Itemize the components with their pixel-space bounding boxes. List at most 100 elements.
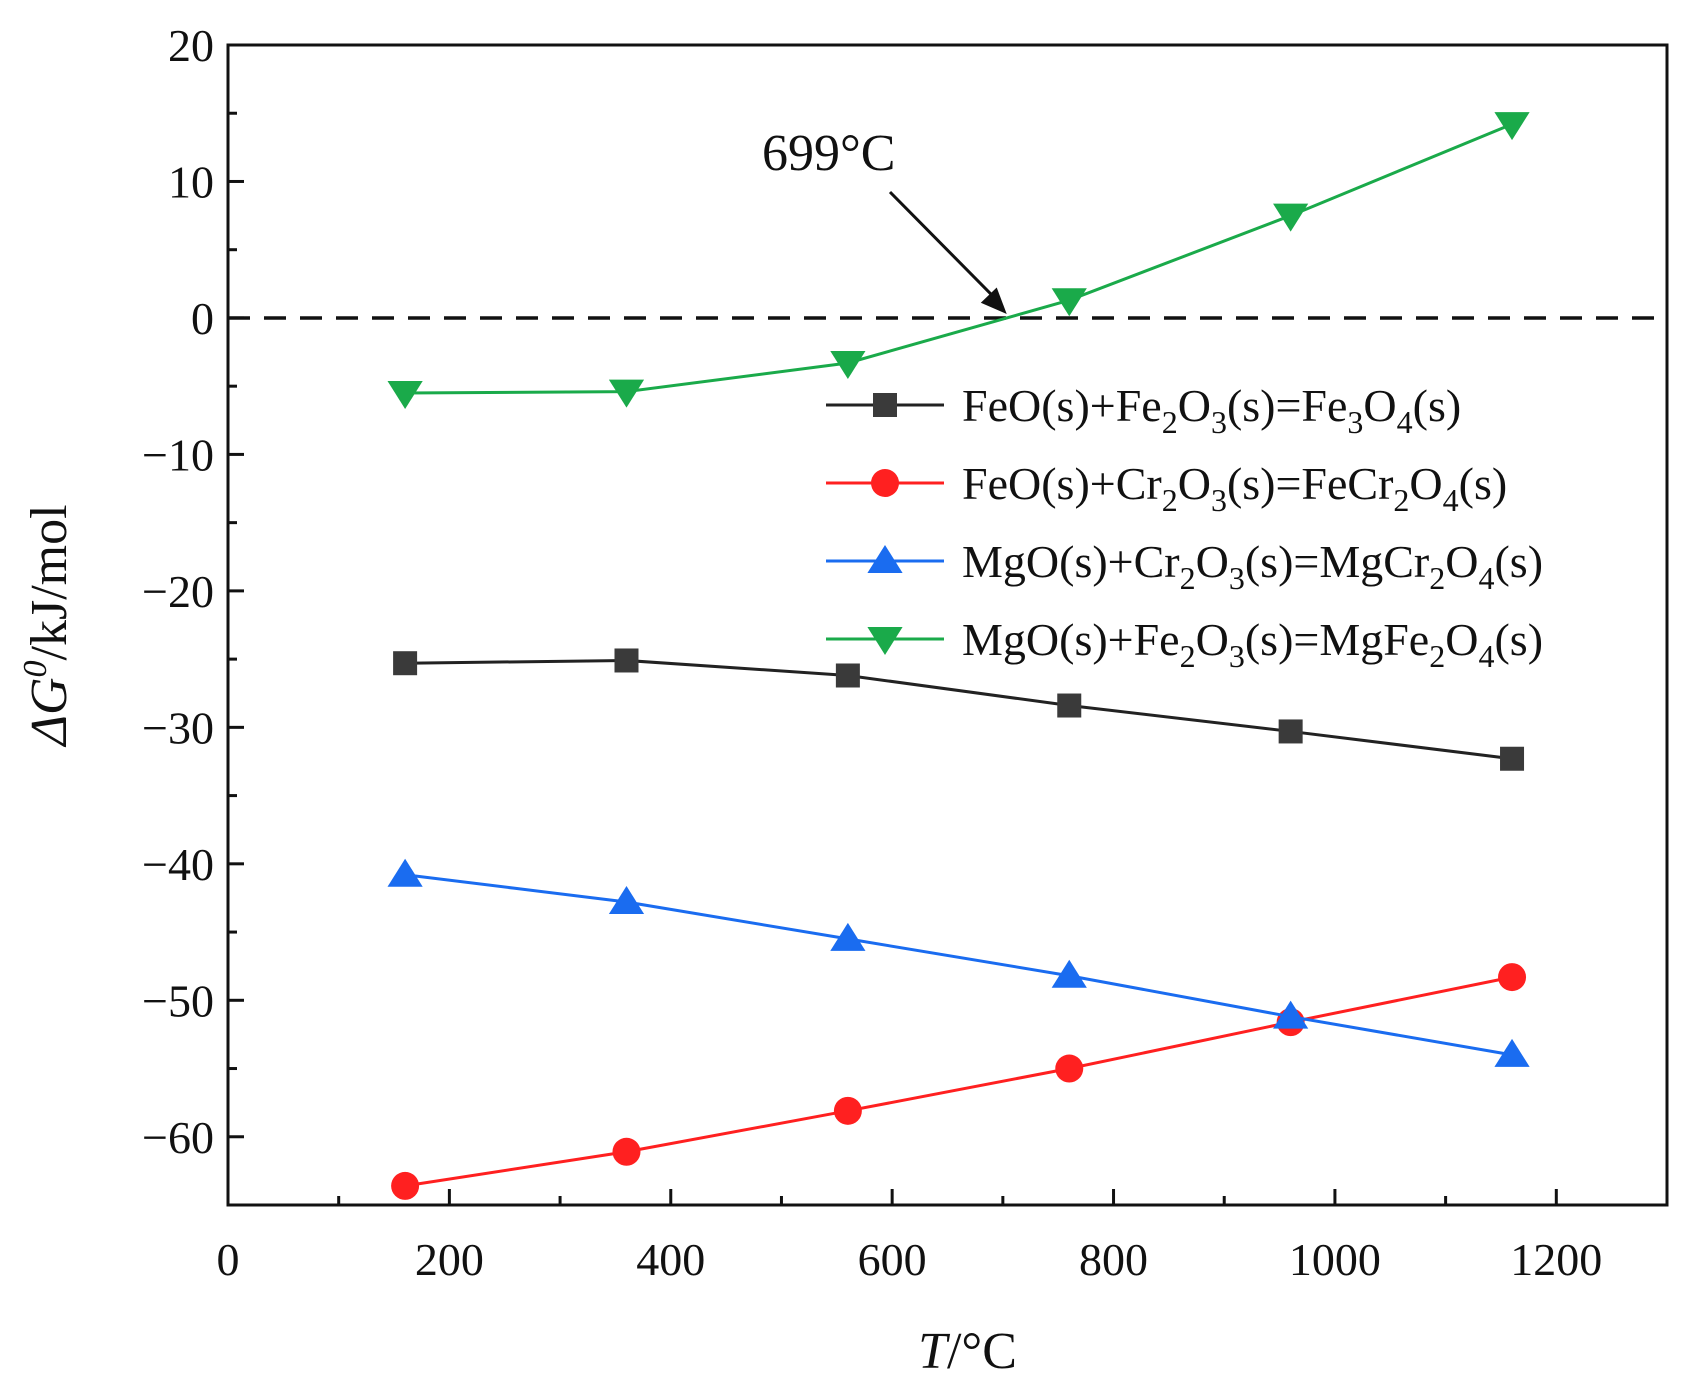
data-point	[1055, 1054, 1084, 1083]
annotation-label: 699°C	[762, 125, 895, 182]
legend-text-run: (s)	[1459, 458, 1508, 509]
data-point	[833, 1096, 862, 1125]
legend-text-run: (s)	[1494, 614, 1543, 665]
data-point	[1057, 693, 1082, 718]
legend-label: MgO(s)+Fe2O3(s)=MgFe2O4(s)	[962, 614, 1543, 674]
data-point	[1500, 746, 1525, 771]
legend-subscript: 4	[1478, 638, 1494, 674]
legend-text-run: O	[1445, 536, 1478, 587]
legend-text-run: (s)	[1413, 380, 1462, 431]
annotation: 699°C	[762, 125, 1007, 314]
data-point	[830, 350, 866, 379]
y-axis-title: ΔG0/kJ/mol	[17, 504, 78, 747]
legend-subscript: 2	[1429, 638, 1445, 674]
x-tick-label: 800	[1079, 1234, 1148, 1285]
data-point	[835, 663, 860, 688]
legend-text-run: MgO(s)+Cr	[962, 536, 1180, 587]
legend-text-run: O	[1196, 614, 1229, 665]
data-point	[1051, 959, 1087, 988]
series-3	[387, 858, 1530, 1067]
legend-text-run: (s)=FeCr	[1227, 458, 1393, 509]
series-4	[387, 112, 1530, 409]
legend-text-run: O	[1178, 380, 1211, 431]
data-point	[830, 922, 866, 951]
data-point	[1498, 963, 1527, 992]
legend-subscript: 4	[1443, 482, 1459, 518]
legend-text-run: (s)	[1494, 536, 1543, 587]
legend-item-3: MgO(s)+Cr2O3(s)=MgCr2O4(s)	[826, 536, 1543, 596]
plot-area	[228, 112, 1667, 1200]
legend-text-run: O	[1178, 458, 1211, 509]
y-tick-label: −30	[142, 702, 214, 753]
legend-marker	[867, 545, 903, 573]
y-tick-label: −20	[142, 566, 214, 617]
legend-subscript: 3	[1229, 638, 1245, 674]
legend-text-run: MgO(s)+Fe	[962, 614, 1180, 665]
legend-label: MgO(s)+Cr2O3(s)=MgCr2O4(s)	[962, 536, 1543, 596]
legend-subscript: 3	[1347, 404, 1363, 440]
data-point	[608, 379, 645, 408]
x-axis-variable: T	[918, 1323, 950, 1380]
y-axis-variable: ΔG	[21, 677, 78, 747]
legend-text-run: FeO(s)+Cr	[962, 458, 1162, 509]
legend-subscript: 4	[1397, 404, 1413, 440]
data-point	[608, 886, 645, 915]
legend-label: FeO(s)+Cr2O3(s)=FeCr2O4(s)	[962, 458, 1507, 518]
legend-text-run: O	[1363, 380, 1396, 431]
x-tick-label: 200	[415, 1234, 484, 1285]
legend-subscript: 2	[1180, 560, 1196, 596]
annotation-arrow-head	[980, 287, 1007, 314]
legend-text-run: FeO(s)+Fe	[962, 380, 1162, 431]
data-point	[1273, 203, 1309, 232]
legend-subscript: 3	[1211, 482, 1227, 518]
legend-marker	[873, 393, 897, 417]
data-point	[1494, 1038, 1530, 1067]
legend-text-run: (s)=MgFe	[1245, 614, 1429, 665]
x-axis-unit: /°C	[947, 1323, 1017, 1380]
data-point	[387, 381, 423, 409]
series-line	[405, 122, 1513, 395]
legend-subscript: 2	[1393, 482, 1409, 518]
legend: FeO(s)+Fe2O3(s)=Fe3O4(s)FeO(s)+Cr2O3(s)=…	[826, 380, 1543, 674]
legend-text-run: O	[1445, 614, 1478, 665]
legend-subscript: 3	[1211, 404, 1227, 440]
y-tick-label: 10	[168, 156, 214, 207]
data-point	[1494, 112, 1530, 141]
legend-marker	[871, 469, 899, 497]
x-tick-label: 1200	[1510, 1234, 1602, 1285]
y-tick-label: 0	[191, 293, 214, 344]
legend-text-run: (s)=MgCr	[1245, 536, 1429, 587]
data-point	[1278, 719, 1303, 744]
legend-text-run: (s)=Fe	[1227, 380, 1347, 431]
y-tick-label: −10	[142, 429, 214, 480]
legend-subscript: 2	[1162, 482, 1178, 518]
legend-item-4: MgO(s)+Fe2O3(s)=MgFe2O4(s)	[826, 614, 1543, 674]
series-line	[404, 975, 1513, 1188]
data-point	[1051, 288, 1087, 317]
legend-subscript: 2	[1162, 404, 1178, 440]
x-axis-title: T/°C	[918, 1323, 1017, 1380]
legend-item-2: FeO(s)+Cr2O3(s)=FeCr2O4(s)	[826, 458, 1507, 518]
y-axis-superscript: 0	[17, 660, 54, 677]
legend-label: FeO(s)+Fe2O3(s)=Fe3O4(s)	[962, 380, 1461, 440]
legend-item-1: FeO(s)+Fe2O3(s)=Fe3O4(s)	[826, 380, 1461, 440]
y-tick-label: −50	[142, 975, 214, 1026]
x-tick-label: 600	[858, 1234, 927, 1285]
data-point	[391, 1171, 420, 1200]
y-tick-label: −40	[142, 839, 214, 890]
series-line	[405, 658, 1513, 761]
y-axis-unit: /kJ/mol	[21, 504, 78, 660]
data-point	[387, 858, 423, 887]
legend-text-run: O	[1409, 458, 1442, 509]
y-tick-label: −60	[142, 1112, 214, 1163]
x-tick-label: 1000	[1289, 1234, 1381, 1285]
legend-subscript: 2	[1180, 638, 1196, 674]
data-point	[393, 651, 418, 676]
annotation-arrow-shaft	[888, 190, 996, 299]
legend-subscript: 2	[1429, 560, 1445, 596]
legend-marker	[867, 627, 903, 655]
y-tick-label: 20	[168, 20, 214, 71]
data-point	[614, 648, 639, 673]
axes: 0 200 400 600 800 1000 120020100−10−20−30−40−5…	[17, 20, 1669, 1380]
